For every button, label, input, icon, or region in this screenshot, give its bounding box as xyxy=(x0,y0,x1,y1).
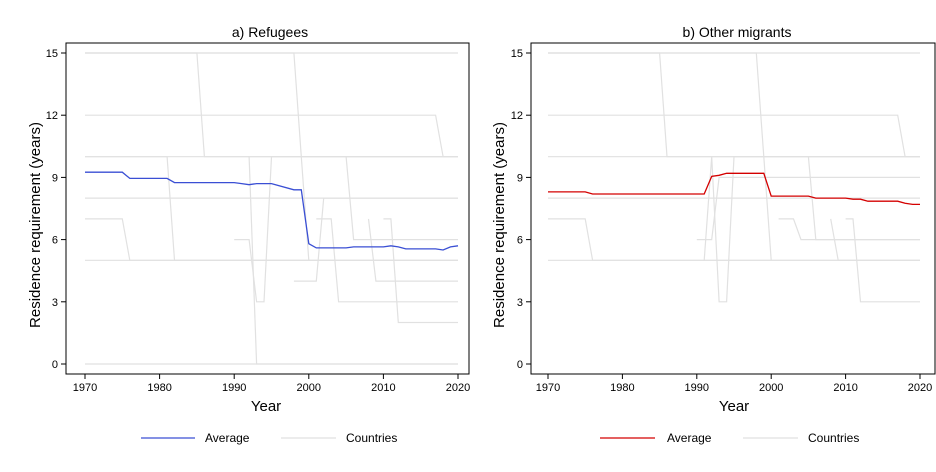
panel-a-average-line xyxy=(85,171,459,251)
legend-a-countries-label: Countries xyxy=(346,431,397,445)
panel-b-xtick-label-1990: 1990 xyxy=(685,382,709,394)
legend-b-average-label: Average xyxy=(667,431,712,445)
panel-a-xtick-label-2010: 2010 xyxy=(371,382,395,394)
panel-b-plot: 0 3 6 9 12 15 1970 1980 1990 2000 2010 2020 xyxy=(511,42,936,394)
panel-a-country-line-11 xyxy=(234,156,458,303)
panel-a-xtick-label-1980: 1980 xyxy=(147,382,171,394)
panel-a-xtick-label-2020: 2020 xyxy=(446,382,470,394)
panel-b-ytick-label-6: 6 xyxy=(517,235,523,247)
panel-a-ytick-label-9: 9 xyxy=(52,172,58,184)
panel-a-country-line-15 xyxy=(345,156,458,241)
panel-a-ylabel: Residence requirement (years) xyxy=(27,122,44,328)
panel-b-ytick-label-0: 0 xyxy=(517,359,523,371)
panel-b-xtick-label-1980: 1980 xyxy=(610,382,634,394)
panel-a-ytick-label-0: 0 xyxy=(52,359,58,371)
panel-b-title: b) Other migrants xyxy=(683,24,792,40)
panel-a-plot: 0 3 6 9 12 15 1970 1980 1990 2000 2010 2020 xyxy=(46,42,470,394)
panel-a-xtick-label-1970: 1970 xyxy=(73,382,97,394)
panel-other-migrants: b) Other migrants Residence requirement … xyxy=(491,24,936,445)
panel-a-country-line-16 xyxy=(383,218,458,324)
panel-a-country-line-17 xyxy=(367,218,458,282)
panel-b-ytick-label-15: 15 xyxy=(511,48,523,60)
panel-b-ytick-label-12: 12 xyxy=(511,110,523,122)
panel-a-country-line-3 xyxy=(85,52,310,261)
panel-b-ytick-label-9: 9 xyxy=(517,172,523,184)
panel-b-country-line-3 xyxy=(548,52,772,261)
panel-a-country-line-14 xyxy=(316,218,458,303)
panel-a-frame xyxy=(65,42,470,375)
panel-b-average-line xyxy=(548,172,920,206)
legend-a-average-label: Average xyxy=(205,431,250,445)
panel-a-xtick-label-2000: 2000 xyxy=(297,382,321,394)
panel-a-country-line-13 xyxy=(293,197,458,282)
panel-b-ytick-label-3: 3 xyxy=(517,297,523,309)
panel-b-country-line-10 xyxy=(703,156,920,303)
panel-b-ylabel: Residence requirement (years) xyxy=(491,122,508,328)
legend-b-countries-label: Countries xyxy=(808,431,859,445)
panel-a-xlabel: Year xyxy=(251,398,281,415)
panel-a-ytick-label-6: 6 xyxy=(52,235,58,247)
panel-a-ytick-label-15: 15 xyxy=(46,48,58,60)
panel-refugees: a) Refugees Residence requirement (years… xyxy=(27,24,470,445)
panel-b-xtick-label-1970: 1970 xyxy=(536,382,560,394)
panel-a-xtick-label-1990: 1990 xyxy=(222,382,246,394)
panel-b-xtick-label-2010: 2010 xyxy=(833,382,857,394)
panel-b-xtick-label-2020: 2020 xyxy=(908,382,932,394)
panel-a-legend: Average Countries xyxy=(141,431,397,445)
panel-a-ytick-label-12: 12 xyxy=(46,110,58,122)
panel-b-country-line-14 xyxy=(830,218,920,261)
panel-b-country-line-9 xyxy=(696,176,920,241)
panel-b-xlabel: Year xyxy=(719,398,749,415)
panel-a-ytick-label-3: 3 xyxy=(52,297,58,309)
panel-b-frame xyxy=(530,42,936,375)
panel-a-country-line-12 xyxy=(248,156,458,365)
panel-b-xtick-label-2000: 2000 xyxy=(759,382,783,394)
panel-a-title: a) Refugees xyxy=(232,24,308,40)
panel-b-country-line-12 xyxy=(807,156,920,241)
panel-b-legend: Average Countries xyxy=(600,431,859,445)
